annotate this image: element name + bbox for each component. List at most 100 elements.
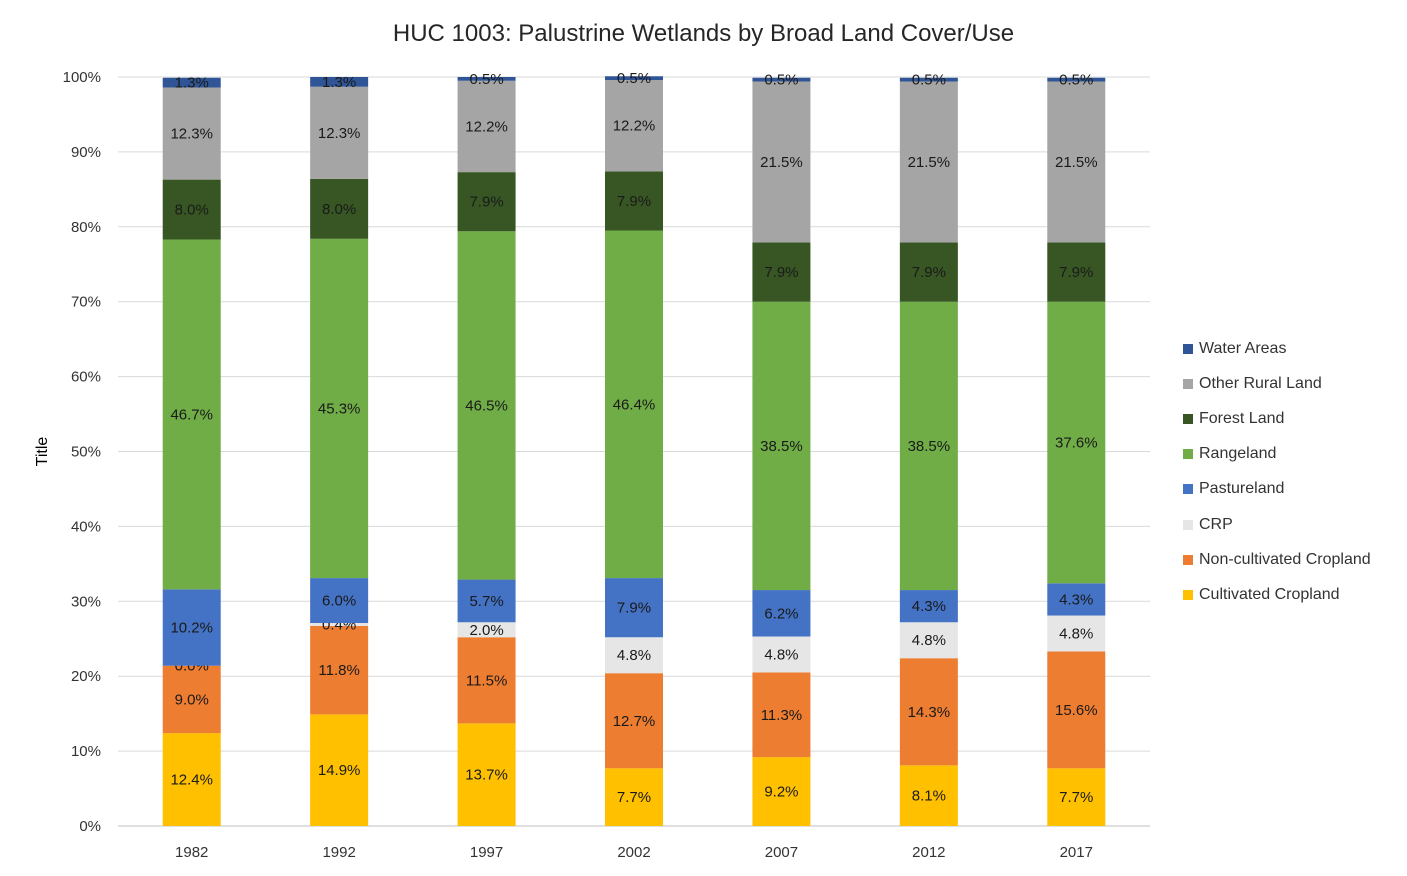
data-label: 8.0%: [322, 201, 356, 218]
bar-segment: [605, 637, 663, 674]
y-tick-label: 10%: [71, 743, 101, 760]
data-label: 12.7%: [613, 713, 656, 730]
x-tick-label: 1982: [175, 844, 208, 861]
bar-segment: [605, 673, 663, 769]
data-label: 7.7%: [617, 789, 651, 806]
data-label: 12.4%: [170, 772, 213, 789]
bar-segment: [162, 589, 221, 666]
legend-item: Rangeland: [1183, 437, 1371, 472]
data-label: 9.2%: [764, 784, 798, 801]
bar-segment: [162, 239, 221, 590]
y-tick-label: 100%: [63, 69, 101, 86]
legend-item: Non-cultivated Cropland: [1183, 542, 1371, 577]
bar-segment: [899, 658, 958, 766]
bar-segment: [1047, 301, 1106, 584]
bar-segment: [310, 238, 369, 579]
bar-segment: [162, 87, 221, 180]
bar-segment: [162, 665, 221, 734]
y-tick-label: 60%: [71, 369, 101, 386]
data-label: 4.8%: [617, 647, 651, 664]
legend-swatch: [1183, 554, 1193, 565]
y-tick-label: 80%: [71, 219, 101, 236]
bar-segment: [457, 77, 516, 81]
data-label: 7.9%: [469, 194, 503, 211]
data-label: 6.0%: [322, 593, 356, 610]
data-label: 12.3%: [318, 125, 361, 142]
legend-swatch: [1183, 343, 1193, 354]
legend-label: CRP: [1199, 515, 1233, 533]
data-label: 12.3%: [170, 126, 213, 143]
data-label: 10.2%: [170, 620, 213, 637]
bar-segment: [1047, 77, 1106, 82]
data-label: 7.9%: [617, 600, 651, 617]
data-label: 38.5%: [760, 438, 803, 455]
data-label: 46.7%: [170, 406, 213, 423]
bar-segment: [752, 77, 811, 82]
x-tick-label: 2007: [765, 844, 798, 861]
bar-segment: [1047, 615, 1106, 652]
legend-item: Water Areas: [1183, 331, 1371, 366]
bar-segment: [310, 626, 369, 715]
legend-swatch: [1183, 378, 1193, 389]
bar-segment: [457, 637, 516, 724]
legend-swatch: [1183, 589, 1193, 600]
x-tick-label: 2017: [1060, 844, 1093, 861]
x-tick-label: 2012: [912, 844, 945, 861]
bar-segment: [310, 578, 369, 624]
data-label: 0.5%: [1059, 72, 1093, 89]
bar-segment: [899, 81, 958, 243]
data-label: 7.9%: [1059, 264, 1093, 281]
bar-segment: [457, 622, 516, 638]
legend-label: Water Areas: [1199, 339, 1287, 357]
bar-segment: [162, 77, 221, 88]
bar-segment: [752, 672, 811, 758]
data-label: 15.6%: [1055, 702, 1098, 719]
legend-swatch: [1183, 413, 1193, 424]
y-axis-title: Title: [34, 437, 51, 467]
data-label: 9.0%: [175, 691, 209, 708]
data-label: 45.3%: [318, 400, 361, 417]
bar-segment: [605, 578, 663, 638]
bar-segment: [162, 179, 221, 240]
data-label: 11.5%: [466, 672, 507, 689]
bar-segment: [457, 80, 516, 173]
bar-segment: [605, 76, 663, 80]
data-label: 2.0%: [469, 622, 503, 639]
bar-segment: [899, 301, 958, 591]
bar-segment: [899, 242, 958, 302]
data-label: 46.5%: [465, 397, 508, 414]
data-label: 8.1%: [912, 788, 946, 805]
x-tick-label: 1997: [470, 844, 503, 861]
legend-label: Forest Land: [1199, 409, 1285, 427]
data-label: 14.3%: [908, 704, 951, 721]
data-label: 7.9%: [617, 193, 651, 210]
bar-segment: [457, 723, 516, 826]
data-label: 13.7%: [465, 767, 508, 784]
data-label: 5.7%: [469, 593, 503, 610]
bar-segment: [752, 636, 811, 673]
bar-segment: [1047, 583, 1106, 616]
bar-segment: [899, 622, 958, 659]
bar-segment: [605, 230, 663, 579]
data-label: 11.8%: [318, 662, 359, 679]
legend-item: CRP: [1183, 507, 1371, 542]
legend-swatch: [1183, 449, 1193, 460]
legend-swatch: [1183, 519, 1193, 530]
y-tick-label: 30%: [71, 593, 101, 610]
data-label: 0.5%: [912, 72, 946, 89]
data-label: 4.8%: [912, 632, 946, 649]
data-label: 7.7%: [1059, 789, 1093, 806]
data-label: 4.3%: [1059, 591, 1093, 608]
bar-segment: [1047, 768, 1106, 826]
bar-segment: [310, 623, 369, 627]
bar-segment: [899, 590, 958, 623]
legend-item: Other Rural Land: [1183, 366, 1371, 401]
bar-segment: [310, 86, 369, 179]
bar-segment: [752, 301, 811, 591]
data-label: 38.5%: [908, 438, 951, 455]
bar-segment: [310, 178, 369, 239]
data-label: 6.2%: [764, 605, 798, 622]
bar-segment: [162, 733, 221, 826]
bar-segment: [1047, 651, 1106, 769]
